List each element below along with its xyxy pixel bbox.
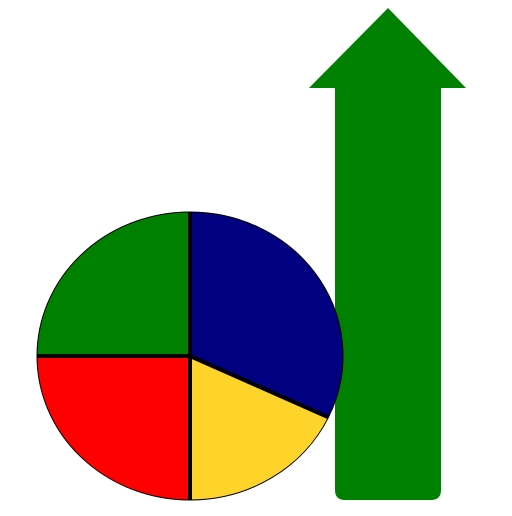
pie-divider-line [189, 354, 330, 420]
up-arrow-shape [309, 8, 466, 500]
yellow-slice [189, 355, 330, 501]
blue-slice [189, 211, 344, 418]
up-arrow-icon [309, 8, 466, 500]
green-slice [36, 211, 191, 357]
pie-chart-icon [36, 211, 344, 501]
red-slice [36, 355, 191, 501]
